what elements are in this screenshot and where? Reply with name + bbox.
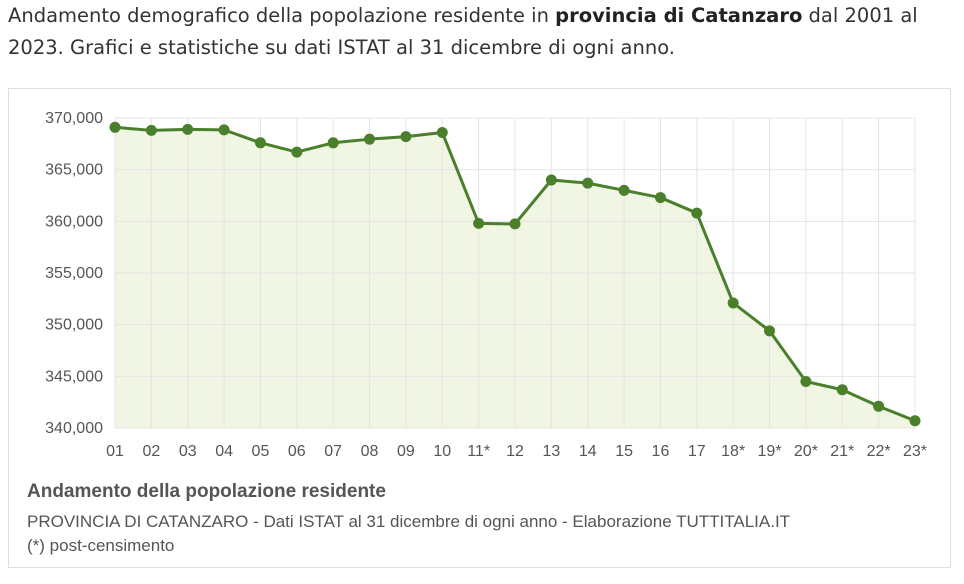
x-tick-label: 16 — [652, 443, 670, 460]
x-tick-label: 13 — [542, 443, 560, 460]
data-point — [654, 192, 666, 204]
y-tick-label: 340,000 — [45, 420, 103, 437]
data-point — [727, 297, 739, 309]
data-point — [545, 174, 557, 186]
data-point — [364, 133, 376, 145]
data-point — [436, 126, 448, 138]
data-point — [145, 124, 157, 136]
chart-title: Andamento della popolazione residente — [27, 481, 386, 502]
population-chart: 340,000 345,000 350,000 355,000 360,000 365,0… — [45, 110, 927, 460]
x-tick-label: 01 — [106, 443, 124, 460]
x-tick-label: 10 — [433, 443, 451, 460]
x-tick-label: 11* — [467, 443, 490, 460]
x-tick-label: 09 — [397, 443, 415, 460]
intro-text: Andamento demografico della popolazione … — [8, 0, 958, 64]
x-tick-label: 06 — [288, 443, 306, 460]
data-point — [618, 184, 630, 196]
data-point — [327, 137, 339, 149]
chart-note: (*) post-censimento — [27, 536, 175, 555]
x-tick-label: 20* — [794, 443, 818, 460]
chart-subtitle: PROVINCIA DI CATANZARO - Dati ISTAT al 3… — [27, 512, 791, 531]
x-tick-label: 03 — [179, 443, 197, 460]
data-point — [691, 207, 703, 219]
x-tick-label: 08 — [361, 443, 379, 460]
chart-card: 340,000 345,000 350,000 355,000 360,000 365,0… — [8, 88, 951, 568]
y-tick-label: 360,000 — [45, 213, 103, 230]
data-point — [800, 376, 812, 387]
data-point — [509, 218, 521, 230]
x-tick-label: 22* — [867, 443, 891, 460]
y-tick-label: 350,000 — [45, 317, 103, 334]
x-tick-label: 05 — [252, 443, 270, 460]
data-point — [218, 124, 230, 136]
x-tick-label: 12 — [506, 443, 524, 460]
intro-bold: provincia di Catanzaro — [555, 4, 803, 27]
x-tick-label: 07 — [324, 443, 342, 460]
data-point — [909, 415, 921, 427]
y-tick-label: 365,000 — [45, 162, 103, 179]
x-tick-label: 23* — [903, 443, 927, 460]
x-tick-label: 18* — [721, 443, 745, 460]
data-point — [873, 400, 885, 412]
data-point — [291, 146, 303, 158]
data-point — [582, 177, 594, 189]
y-tick-label: 345,000 — [45, 368, 103, 385]
data-point — [254, 137, 266, 149]
data-point — [400, 131, 412, 143]
x-tick-label: 04 — [215, 443, 233, 460]
y-tick-label: 370,000 — [45, 110, 103, 127]
data-point — [764, 325, 776, 337]
x-tick-label: 17 — [688, 443, 706, 460]
intro-part1: Andamento demografico della popolazione … — [8, 4, 556, 27]
data-point — [182, 123, 194, 135]
y-tick-label: 355,000 — [45, 265, 103, 282]
intro-part2: dal 2001 al 2023. Grafici e statistiche … — [8, 4, 918, 59]
data-point — [836, 384, 848, 396]
x-tick-label: 02 — [142, 443, 160, 460]
x-tick-label: 21* — [830, 443, 854, 460]
x-tick-label: 15 — [615, 443, 633, 460]
x-tick-label: 19* — [758, 443, 782, 460]
data-point — [473, 217, 485, 229]
data-point — [109, 121, 121, 133]
x-tick-label: 14 — [579, 443, 597, 460]
